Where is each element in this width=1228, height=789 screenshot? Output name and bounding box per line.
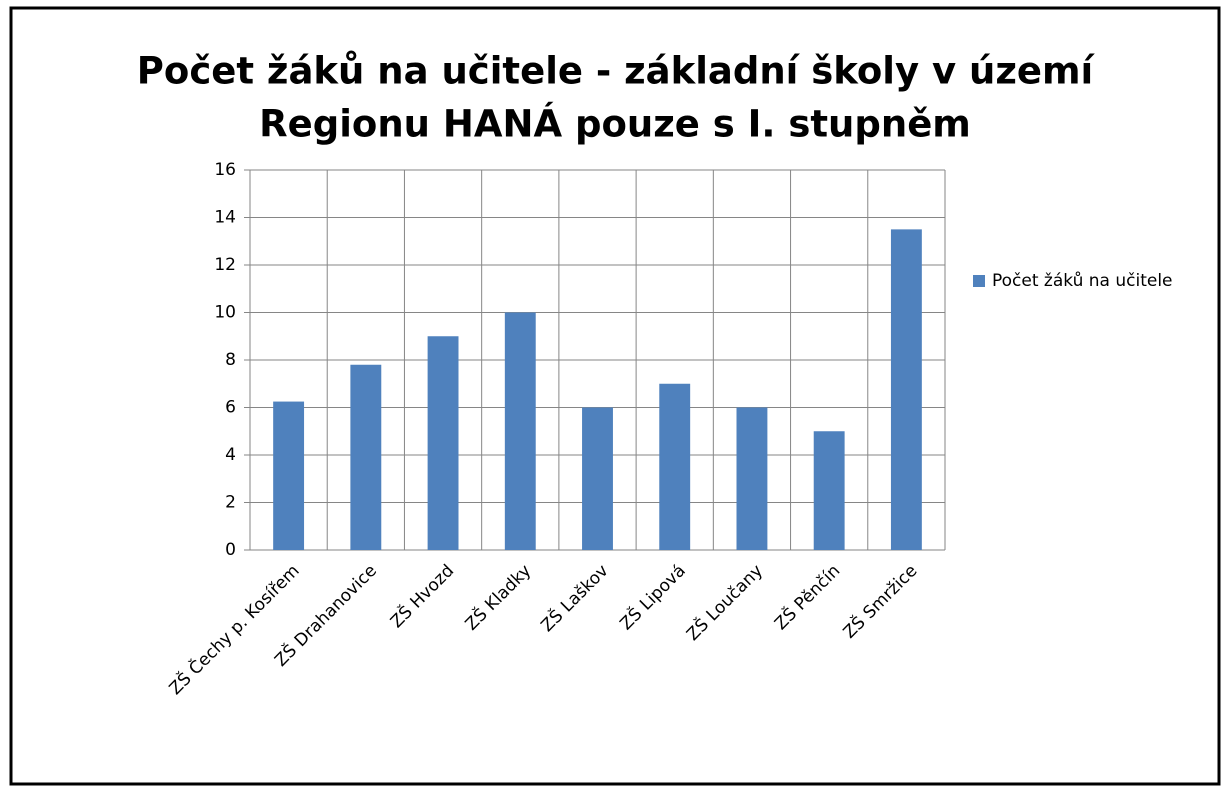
legend-label: Počet žáků na učitele [992, 271, 1173, 291]
bar [427, 336, 459, 550]
bar [736, 407, 768, 550]
y-tick-label: 2 [225, 493, 236, 513]
bar [659, 383, 691, 550]
bar [890, 229, 922, 550]
y-tick-label: 10 [214, 303, 236, 323]
frame [9, 6, 1221, 786]
y-tick-label: 14 [214, 208, 236, 228]
bar [813, 431, 845, 550]
y-tick-label: 0 [225, 540, 236, 560]
y-tick-label: 4 [225, 445, 236, 465]
y-tick-label: 12 [214, 255, 236, 275]
bar [582, 407, 613, 550]
bar [504, 312, 536, 550]
y-tick-label: 6 [225, 398, 236, 418]
bar [350, 364, 382, 550]
chart-title: Počet žáků na učitele - základní školy v… [137, 50, 1096, 93]
chart-title: Regionu HANÁ pouze s I. stupněm [259, 102, 971, 146]
legend-swatch [973, 275, 985, 287]
y-tick-label: 16 [214, 160, 236, 180]
bar [273, 401, 305, 550]
y-tick-label: 8 [225, 350, 236, 370]
